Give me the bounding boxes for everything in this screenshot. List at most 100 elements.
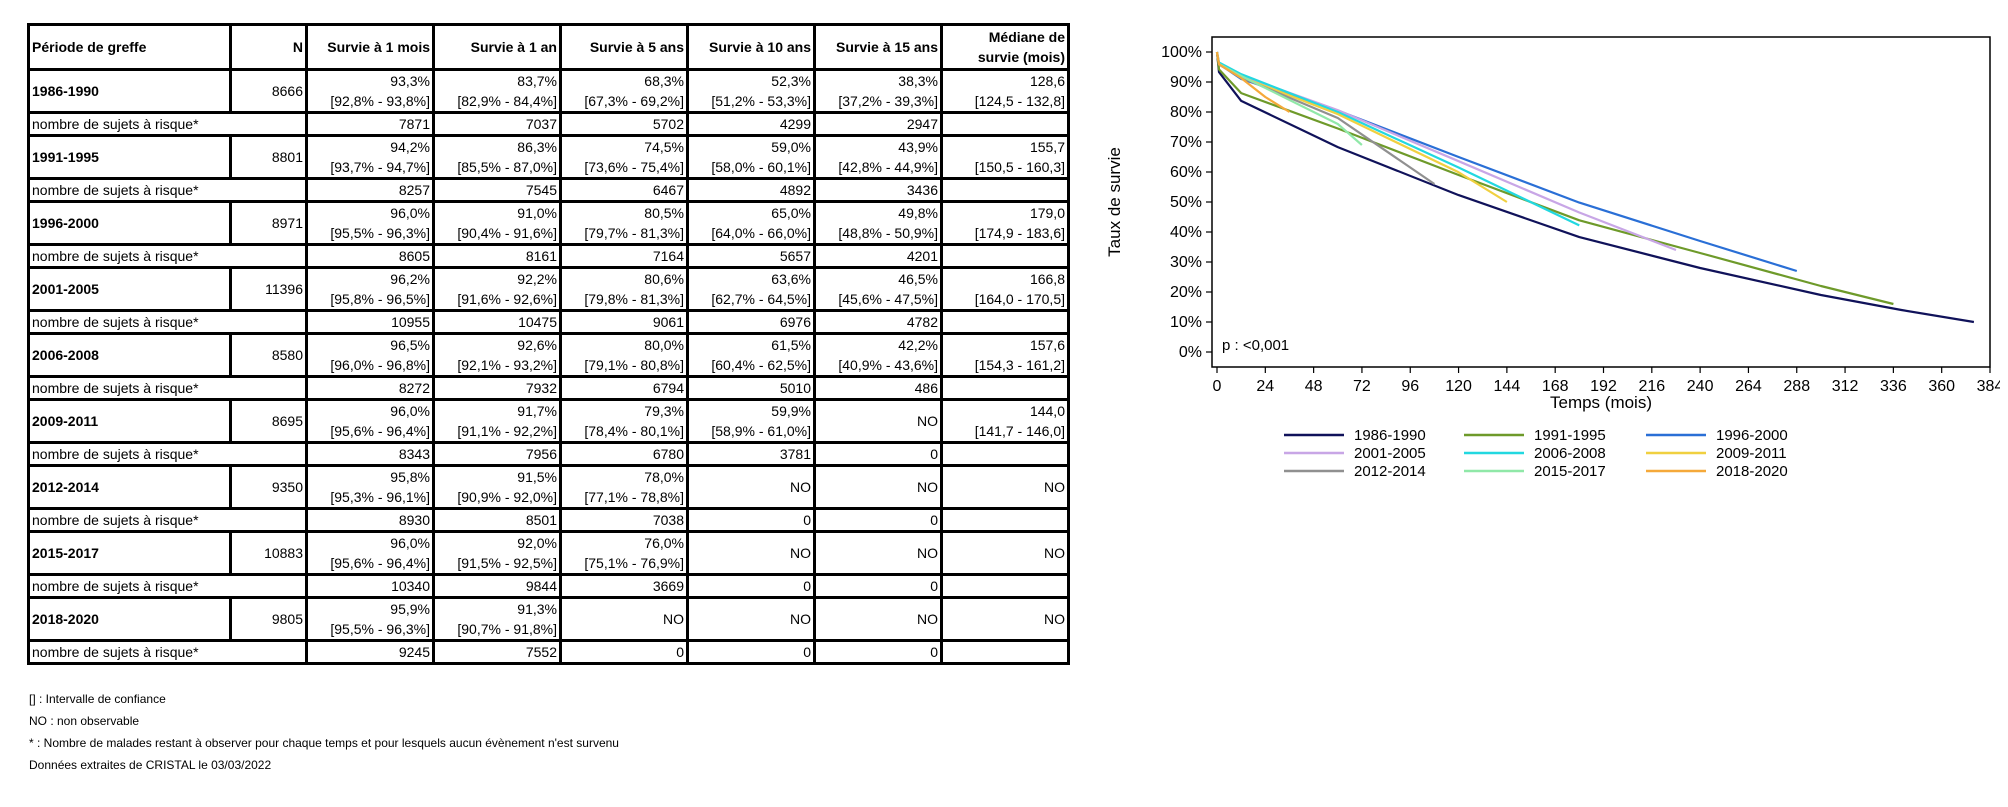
- n-value: 8971: [229, 200, 308, 246]
- risk-count: 7038: [559, 507, 689, 533]
- risk-count: 0: [813, 441, 943, 467]
- n-value: 10883: [229, 530, 308, 576]
- n-value: 8801: [229, 134, 308, 180]
- survival-cell: 91,3% [90,7% - 91,8%]: [432, 596, 562, 642]
- risk-count: 0: [559, 639, 689, 665]
- series-line-2001-2005: [1215, 51, 1677, 252]
- risk-row: nombre de sujets à risque* 8272 7932 6794 50…: [27, 375, 1070, 401]
- survival-cell: 59,0% [58,0% - 60,1%]: [686, 134, 816, 180]
- confidence-interval: [90,9% - 92,0%]: [457, 489, 557, 505]
- risk-row: nombre de sujets à risque* 8257 7545 6467 48…: [27, 177, 1070, 203]
- survival-cell: 166,8 [164,0 - 170,5]: [940, 266, 1070, 312]
- legend-label: 1991-1995: [1534, 427, 1606, 444]
- survival-value: NO: [1044, 611, 1065, 627]
- survival-value: 96,0%: [390, 205, 430, 221]
- risk-count: [940, 177, 1070, 203]
- survival-cell: 91,7% [91,1% - 92,2%]: [432, 398, 562, 444]
- series-line-2006-2008: [1215, 51, 1580, 227]
- risk-label: nombre de sujets à risque*: [27, 243, 308, 269]
- column-header: Survie à 1 an: [432, 23, 562, 71]
- risk-label: nombre de sujets à risque*: [27, 441, 308, 467]
- risk-count: 10475: [432, 309, 562, 335]
- risk-count: [940, 441, 1070, 467]
- confidence-interval: [164,0 - 170,5]: [974, 291, 1065, 307]
- period-label: 1996-2000: [27, 200, 232, 246]
- table-row: 2001-2005 11396 96,2% [95,8% - 96,5%] 92,2% […: [27, 266, 1070, 312]
- x-tick-label: 48: [1305, 378, 1323, 395]
- risk-count: 8257: [305, 177, 435, 203]
- x-tick-label: 240: [1687, 378, 1714, 395]
- survival-value: 128,6: [1029, 73, 1065, 89]
- risk-count: 8605: [305, 243, 435, 269]
- risk-row: nombre de sujets à risque* 8930 8501 7038 0 0: [27, 507, 1070, 533]
- survival-value: 94,2%: [390, 139, 430, 155]
- survival-cell: 94,2% [93,7% - 94,7%]: [305, 134, 435, 180]
- risk-count: 2947: [813, 111, 943, 137]
- survival-value: 91,3%: [517, 601, 557, 617]
- survival-value: 92,2%: [517, 271, 557, 287]
- risk-count: 5657: [686, 243, 816, 269]
- survival-value: 68,3%: [644, 73, 684, 89]
- survival-cell: NO: [940, 596, 1070, 642]
- survival-chart: 0% 10% 20% 30% 40% 50% 60% 70% 80% 90% 100% 0 24 48 72…: [1105, 36, 2000, 480]
- survival-value: 157,6: [1029, 337, 1065, 353]
- survival-cell: 92,6% [92,1% - 93,2%]: [432, 332, 562, 378]
- legend-label: 2012-2014: [1354, 463, 1426, 480]
- survival-value: 155,7: [1029, 139, 1065, 155]
- survival-cell: 92,2% [91,6% - 92,6%]: [432, 266, 562, 312]
- risk-row: nombre de sujets à risque* 7871 7037 5702 42…: [27, 111, 1070, 137]
- x-tick-label: 312: [1832, 378, 1859, 395]
- series-line-2009-2011: [1215, 51, 1508, 203]
- survival-table: Période de greffe N Survie à 1 mois Survie …: [27, 23, 1070, 665]
- survival-value: 92,6%: [517, 337, 557, 353]
- survival-cell: NO: [940, 530, 1070, 576]
- confidence-interval: [58,9% - 61,0%]: [711, 423, 811, 439]
- y-tick-label: 100%: [1161, 44, 1202, 61]
- x-tick-label: 336: [1880, 378, 1907, 395]
- survival-value: 95,9%: [390, 601, 430, 617]
- risk-count: 9844: [432, 573, 562, 599]
- series-line-1996-2000: [1215, 51, 1798, 273]
- confidence-interval: [75,1% - 76,9%]: [584, 555, 684, 571]
- series-line-1991-1995: [1215, 51, 1894, 306]
- x-tick-label: 120: [1445, 378, 1472, 395]
- risk-label: nombre de sujets à risque*: [27, 177, 308, 203]
- confidence-interval: [150,5 - 160,3]: [974, 159, 1065, 175]
- confidence-interval: [141,7 - 146,0]: [974, 423, 1065, 439]
- risk-label: nombre de sujets à risque*: [27, 309, 308, 335]
- legend-label: 2006-2008: [1534, 445, 1606, 462]
- confidence-interval: [92,1% - 93,2%]: [457, 357, 557, 373]
- survival-cell: 157,6 [154,3 - 161,2]: [940, 332, 1070, 378]
- footnote-source: Données extraites de CRISTAL le 03/03/20…: [29, 758, 272, 772]
- risk-count: [940, 507, 1070, 533]
- survival-value: 42,2%: [898, 337, 938, 353]
- confidence-interval: [174,9 - 183,6]: [974, 225, 1065, 241]
- y-tick-label: 0%: [1179, 344, 1202, 361]
- survival-value: 49,8%: [898, 205, 938, 221]
- survival-value: 91,0%: [517, 205, 557, 221]
- survival-cell: 83,7% [82,9% - 84,4%]: [432, 68, 562, 114]
- confidence-interval: [79,7% - 81,3%]: [584, 225, 684, 241]
- y-tick-label: 30%: [1170, 254, 1202, 271]
- risk-count: 0: [686, 573, 816, 599]
- survival-value: 86,3%: [517, 139, 557, 155]
- survival-cell: 80,5% [79,7% - 81,3%]: [559, 200, 689, 246]
- legend-label: 2015-2017: [1534, 463, 1606, 480]
- confidence-interval: [95,8% - 96,5%]: [330, 291, 430, 307]
- survival-value: NO: [790, 479, 811, 495]
- risk-count: 7037: [432, 111, 562, 137]
- survival-value: 95,8%: [390, 469, 430, 485]
- x-tick-label: 24: [1256, 378, 1274, 395]
- column-header: Survie à 1 mois: [305, 23, 435, 71]
- risk-count: 6976: [686, 309, 816, 335]
- period-label: 2006-2008: [27, 332, 232, 378]
- risk-count: 10955: [305, 309, 435, 335]
- survival-value: NO: [1044, 479, 1065, 495]
- risk-count: [940, 375, 1070, 401]
- survival-value: 83,7%: [517, 73, 557, 89]
- risk-row: nombre de sujets à risque* 8605 8161 7164 56…: [27, 243, 1070, 269]
- risk-count: 3669: [559, 573, 689, 599]
- confidence-interval: [77,1% - 78,8%]: [584, 489, 684, 505]
- survival-value: 179,0: [1029, 205, 1065, 221]
- survival-cell: 91,0% [90,4% - 91,6%]: [432, 200, 562, 246]
